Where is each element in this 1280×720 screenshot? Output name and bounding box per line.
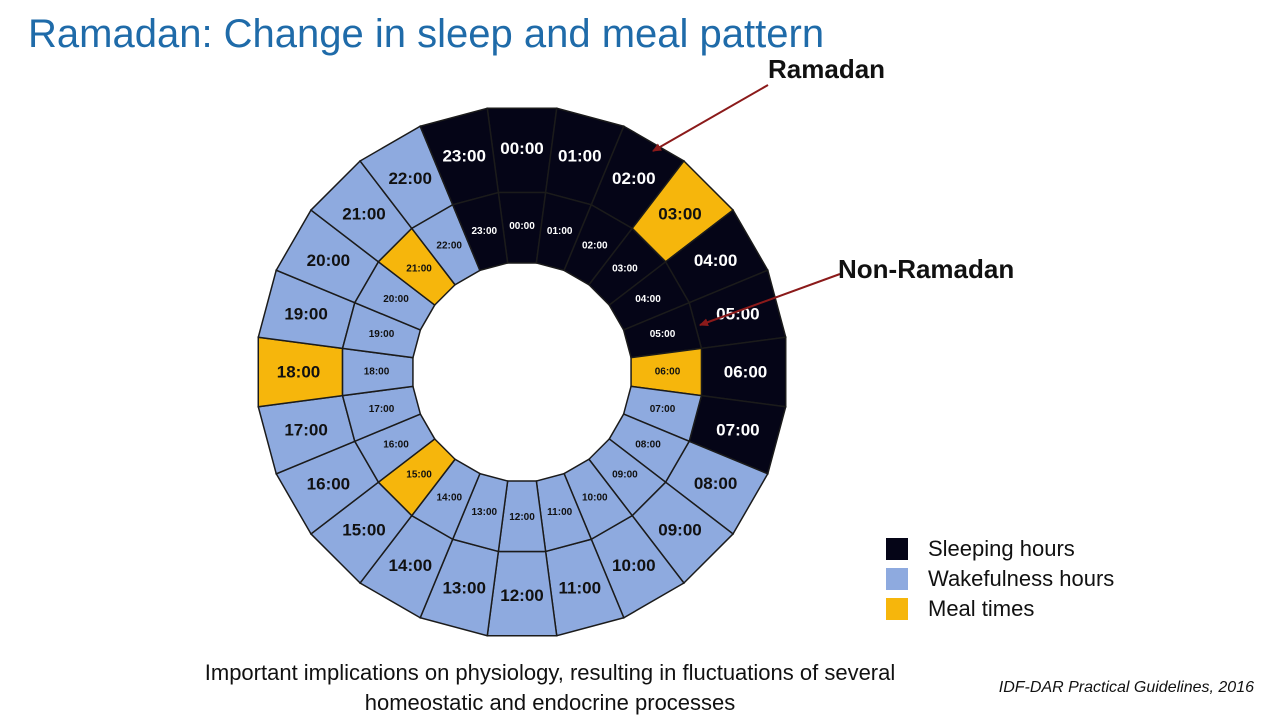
ramadan-arrow [652,84,769,152]
inner-label-1000: 10:00 [582,493,608,504]
outer-label-0600: 06:00 [724,363,767,382]
non-ramadan-callout: Non-Ramadan [838,254,1015,284]
inner-label-1700: 17:00 [369,404,395,415]
inner-label-1200: 12:00 [509,512,535,523]
inner-label-0600: 06:00 [655,367,681,378]
outer-label-2200: 22:00 [388,169,431,188]
outer-label-2100: 21:00 [342,205,385,224]
legend-label-wake: Wakefulness hours [928,566,1115,591]
outer-label-0300: 03:00 [658,205,701,224]
outer-label-1500: 15:00 [342,521,385,540]
outer-label-1900: 19:00 [284,305,327,324]
inner-label-1100: 11:00 [547,507,572,518]
outer-label-1700: 17:00 [284,420,327,439]
outer-label-0700: 07:00 [716,420,759,439]
footer-text: Important implications on physiology, re… [130,658,970,718]
non-ramadan-ring: 00:00 01:00 02:00 03:00 04:00 05:00 06:00 07:00… [341,191,703,553]
outer-label-2300: 23:00 [442,147,485,166]
inner-label-2300: 23:00 [472,226,498,237]
inner-segment-2300 [451,191,509,272]
inner-label-0700: 07:00 [650,404,676,415]
outer-label-0400: 04:00 [694,251,737,270]
outer-label-1200: 12:00 [500,586,543,605]
non-ramadan-arrow [699,273,841,327]
inner-label-1300: 13:00 [472,507,498,518]
ramadan-ring: 00:00 01:0002:0003:0004:0005:0006:0007:00… [257,107,787,637]
legend-item-meal: Meal times [886,594,1114,624]
inner-label-0400: 04:00 [635,294,661,305]
inner-label-2000: 20:00 [383,294,409,305]
outer-label-1000: 10:00 [612,556,655,575]
inner-label-0500: 05:00 [650,329,676,340]
outer-label-1100: 11:00 [559,578,602,597]
inner-label-2200: 22:00 [436,241,462,252]
outer-label-1800: 18:00 [277,363,320,382]
outer-label-2000: 20:00 [307,251,350,270]
legend-item-sleep: Sleeping hours [886,534,1114,564]
inner-label-2100: 21:00 [406,264,432,275]
legend-item-wake: Wakefulness hours [886,564,1114,594]
legend: Sleeping hours Wakefulness hours Meal ti… [886,534,1114,624]
outer-label-0100: 01:00 [558,147,601,166]
inner-label-0900: 09:00 [612,469,638,480]
ramadan-callout: Ramadan [768,54,886,84]
inner-label-1500: 15:00 [406,469,432,480]
inner-label-1400: 14:00 [437,493,463,504]
inner-label-0000: 00:00 [509,221,535,232]
outer-label-0800: 08:00 [694,474,737,493]
legend-swatch-sleep [886,538,908,560]
outer-label-0200: 02:00 [612,169,655,188]
legend-label-sleep: Sleeping hours [928,536,1075,561]
slide-title: Ramadan: Change in sleep and meal patter… [28,12,825,56]
outer-label-0000: 00:00 [500,139,543,158]
outer-label-0900: 09:00 [658,521,701,540]
citation: IDF-DAR Practical Guidelines, 2016 [998,679,1254,696]
inner-label-0800: 08:00 [635,439,661,450]
footer-line-2: homeostatic and endocrine processes [364,690,736,715]
legend-swatch-wake [886,568,908,590]
footer-line-1: Important implications on physiology, re… [204,660,896,685]
outer-label-1400: 14:00 [389,556,432,575]
outer-label-1300: 13:00 [442,578,485,597]
outer-label-1600: 16:00 [307,474,350,493]
inner-label-1800: 18:00 [364,367,390,378]
outer-label-0500: 05:00 [716,305,759,324]
legend-swatch-meal [886,598,908,620]
inner-label-0300: 03:00 [612,264,638,275]
inner-label-0100: 01:00 [547,226,573,237]
inner-label-0200: 02:00 [582,241,608,252]
inner-label-1900: 19:00 [369,329,395,340]
legend-label-meal: Meal times [928,596,1035,621]
inner-label-1600: 16:00 [383,439,409,450]
